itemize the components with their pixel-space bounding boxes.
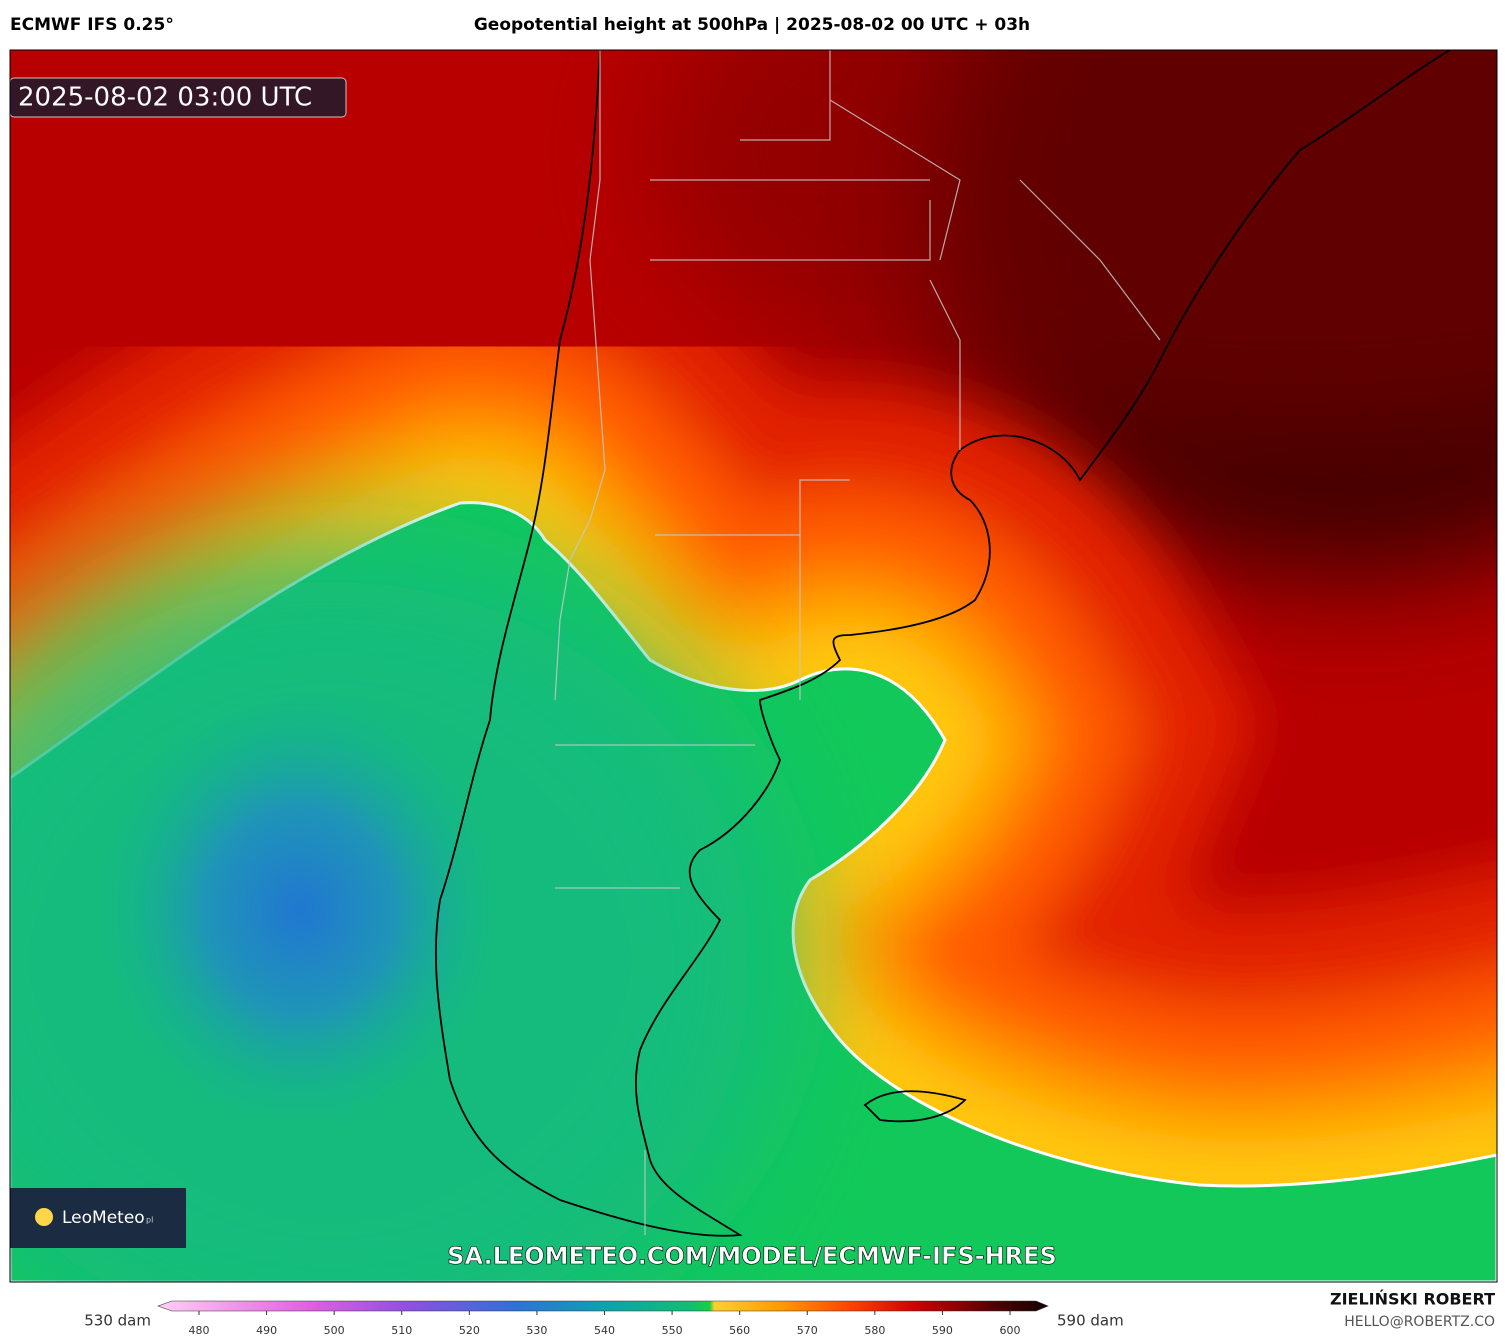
colorbar-tick-label: 490 <box>256 1324 277 1337</box>
coastline <box>434 50 1451 1237</box>
trough-core <box>90 680 510 1140</box>
map-title: Geopotential height at 500hPa | 2025-08-… <box>474 15 1030 35</box>
logo-sun <box>35 1208 53 1226</box>
logo-suffix: pl <box>146 1216 153 1225</box>
author-email: HELLO@ROBERTZ.CO <box>1344 1314 1495 1330</box>
colorbar-min-label: 530 dam <box>84 1312 151 1330</box>
colorbar-ramp <box>157 1300 1049 1312</box>
timestamp: 2025-08-02 03:00 UTC <box>18 83 312 113</box>
colorbar-tick-label: 510 <box>391 1324 412 1337</box>
logo-text: LeoMeteo <box>62 1208 145 1228</box>
colorbar-tick-label: 500 <box>324 1324 345 1337</box>
ridge-band <box>650 50 1497 450</box>
colorbar-tick-label: 580 <box>864 1324 885 1337</box>
colorbar-tick-label: 560 <box>729 1324 750 1337</box>
colorbar <box>157 1300 1049 1312</box>
author: ZIELIŃSKI ROBERT <box>1330 1290 1495 1309</box>
colorbar-tick-label: 550 <box>662 1324 683 1337</box>
colorbar-tick-label: 590 <box>932 1324 953 1337</box>
colorbar-tick-label: 520 <box>459 1324 480 1337</box>
timestamp-box <box>10 77 347 118</box>
colorbar-tick-label: 530 <box>526 1324 547 1337</box>
borders <box>554 50 1161 1235</box>
watermark: SA.LEOMETEO.COM/MODEL/ECMWF-IFS-HRES <box>447 1242 1057 1270</box>
colorbar-tick-label: 480 <box>189 1324 210 1337</box>
colorbar-tick-label: 540 <box>594 1324 615 1337</box>
model-label: ECMWF IFS 0.25° <box>10 15 174 35</box>
colorbar-tick-label: 570 <box>797 1324 818 1337</box>
colorbar-tick-label: 600 <box>1000 1324 1021 1337</box>
colorbar-max-label: 590 dam <box>1057 1312 1124 1330</box>
map-frame <box>9 49 1498 1283</box>
